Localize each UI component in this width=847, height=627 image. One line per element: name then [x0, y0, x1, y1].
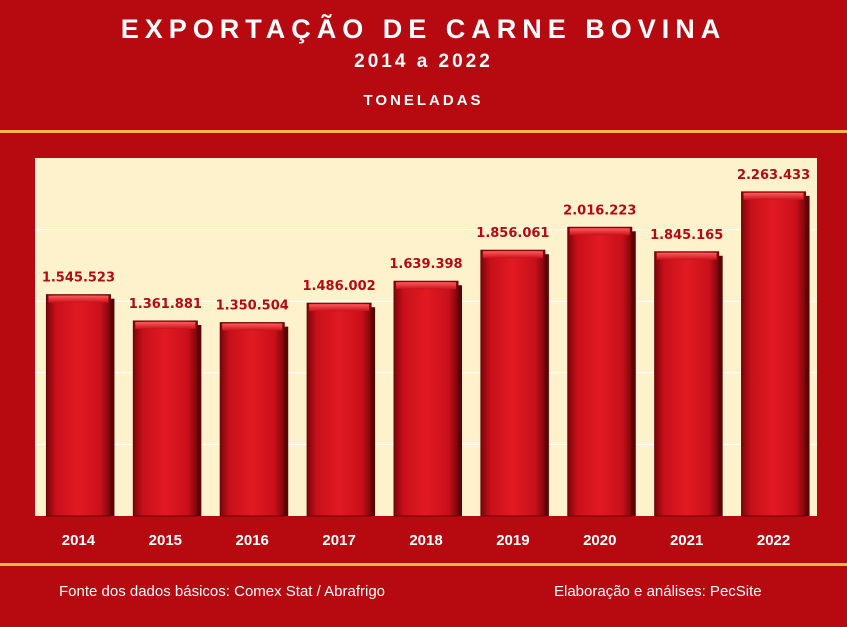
bar-body — [741, 191, 807, 517]
bar-body — [306, 302, 372, 517]
chart-subtitle: 2014 a 2022 — [354, 51, 493, 72]
value-label: 1.845.165 — [650, 228, 723, 243]
bar-2017 — [306, 302, 376, 517]
credit-note: Elaboração e análises: PecSite — [554, 583, 762, 600]
value-label: 1.545.523 — [42, 271, 115, 286]
bar-body — [45, 294, 111, 517]
unit-label: TONELADAS — [363, 92, 484, 109]
footer-divider — [0, 563, 847, 566]
value-label: 1.486.002 — [303, 279, 376, 294]
value-label: 2.263.433 — [737, 168, 810, 183]
bar-bevel — [396, 282, 456, 290]
x-tick-label: 2018 — [409, 532, 442, 549]
bar-bevel — [569, 228, 630, 236]
x-tick-label: 2015 — [149, 532, 182, 549]
x-tick-label: 2022 — [757, 532, 790, 549]
bar-bevel — [482, 251, 543, 259]
value-label: 1.361.881 — [129, 297, 202, 312]
bar-2020 — [567, 226, 636, 517]
bar-2018 — [393, 280, 462, 517]
bar-2022 — [741, 191, 810, 517]
bar-body — [393, 280, 459, 517]
source-note: Fonte dos dados básicos: Comex Stat / Ab… — [59, 583, 386, 600]
bar-body — [132, 320, 198, 517]
bar-bevel — [743, 192, 804, 200]
value-label: 2.016.223 — [563, 203, 636, 218]
value-label: 1.350.504 — [216, 299, 289, 314]
x-tick-label: 2019 — [496, 532, 529, 549]
bar-chart: 1.545.523 1.361.881 1.350.504 1.486.002 1.63… — [35, 158, 817, 549]
bar-body — [567, 226, 633, 517]
x-tick-label: 2014 — [62, 532, 96, 549]
bar-bevel — [135, 321, 196, 329]
bar-bevel — [48, 295, 109, 303]
bar-2019 — [480, 249, 549, 517]
x-tick-label: 2020 — [583, 532, 616, 549]
bar-bevel — [309, 304, 370, 312]
x-tick-label: 2021 — [670, 532, 703, 549]
bar-bevel — [656, 252, 717, 260]
footer — [0, 566, 847, 627]
chart-title: EXPORTAÇÃO DE CARNE BOVINA — [120, 14, 727, 44]
header: EXPORTAÇÃO DE CARNE BOVINA 2014 a 2022 T… — [0, 0, 847, 130]
x-tick-label: 2017 — [322, 532, 355, 549]
bar-2014 — [45, 294, 115, 517]
bar-body — [480, 249, 546, 517]
bar-body — [219, 322, 285, 517]
bar-2021 — [654, 251, 723, 517]
header-divider — [0, 130, 847, 133]
value-label: 1.639.398 — [389, 257, 462, 272]
x-tick-label: 2016 — [236, 532, 269, 549]
value-label: 1.856.061 — [476, 226, 549, 241]
bar-body — [654, 251, 720, 517]
bar-bevel — [222, 323, 283, 331]
bar-2016 — [219, 322, 289, 517]
bar-2015 — [132, 320, 202, 517]
